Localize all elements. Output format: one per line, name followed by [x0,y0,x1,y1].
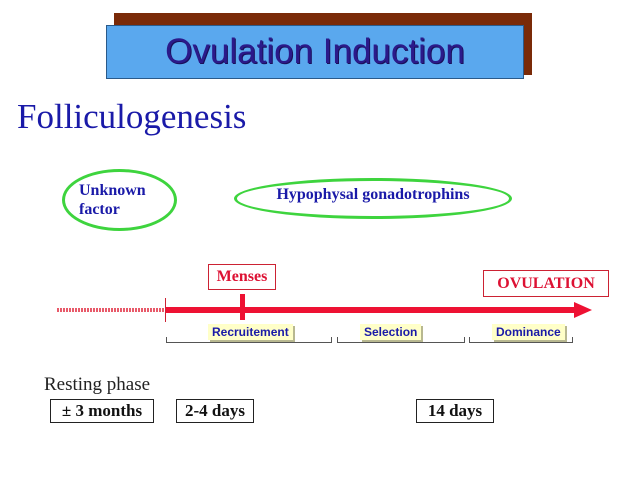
duration-resting: ± 3 months [50,399,154,423]
phase-selection: Selection [360,324,422,340]
page-title: Ovulation Induction [165,32,465,71]
gonadotrophins-label: Hypophysal gonadotrophins [276,186,470,203]
dominance-bracket [469,337,573,343]
subtitle: Folliculogenesis [17,97,247,136]
timeline-start-tick [165,298,166,322]
recruitement-bracket [166,337,332,343]
unknown-factor-label: Unknown factor [79,182,146,218]
phase-recruitement: Recruitement [208,324,293,340]
resting-phase-label: Resting phase [44,374,151,395]
resting-timeline-dashed [57,308,164,312]
gonadotrophins-ellipse [234,178,512,219]
selection-bracket [337,337,465,343]
timeline-arrowhead [574,302,592,318]
duration-recruitement: 2-4 days [176,399,254,423]
unknown-factor-ellipse [62,169,177,231]
menses-label: Menses [208,264,276,290]
phase-dominance: Dominance [492,324,565,340]
duration-selection-dominance: 14 days [416,399,494,423]
title-banner: Ovulation Induction [106,25,524,79]
timeline-arrow-line [166,307,578,313]
ovulation-label: OVULATION [483,270,609,297]
menses-marker [240,294,245,320]
